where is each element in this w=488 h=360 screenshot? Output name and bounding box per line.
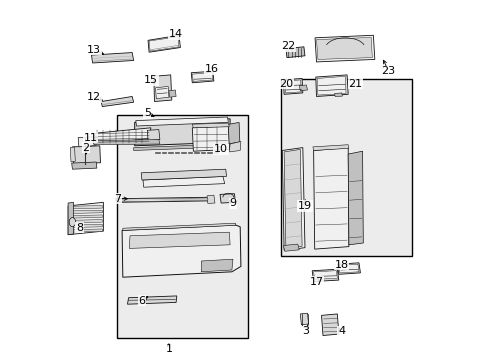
Polygon shape (338, 264, 358, 273)
Text: 4: 4 (337, 326, 345, 336)
Text: 15: 15 (143, 75, 158, 85)
Polygon shape (227, 122, 239, 144)
Text: 2: 2 (82, 143, 89, 153)
Polygon shape (283, 78, 302, 94)
Polygon shape (70, 147, 75, 162)
Polygon shape (134, 119, 230, 146)
Polygon shape (68, 202, 103, 235)
Polygon shape (147, 130, 160, 140)
Text: 20: 20 (278, 78, 292, 89)
Text: 14: 14 (169, 29, 183, 39)
Polygon shape (141, 169, 226, 180)
Text: 6: 6 (138, 296, 145, 306)
Polygon shape (300, 313, 308, 325)
Text: 5: 5 (143, 108, 150, 118)
Text: 13: 13 (87, 45, 101, 55)
Polygon shape (136, 117, 228, 126)
Text: 21: 21 (347, 78, 362, 89)
Text: 7: 7 (114, 194, 121, 204)
Polygon shape (314, 35, 374, 62)
Polygon shape (69, 206, 102, 209)
Polygon shape (155, 86, 168, 99)
Polygon shape (315, 75, 347, 96)
Polygon shape (69, 229, 102, 232)
Text: 11: 11 (83, 132, 97, 143)
Polygon shape (93, 140, 160, 145)
Polygon shape (283, 244, 299, 251)
Text: 12: 12 (87, 92, 101, 102)
Text: 10: 10 (214, 144, 227, 154)
Polygon shape (153, 75, 171, 102)
Polygon shape (101, 96, 133, 107)
Polygon shape (311, 269, 338, 282)
Polygon shape (68, 202, 73, 235)
Text: 9: 9 (229, 198, 236, 208)
Text: 3: 3 (302, 326, 308, 336)
Polygon shape (191, 71, 213, 83)
Text: 23: 23 (381, 66, 395, 76)
Polygon shape (69, 224, 102, 228)
Polygon shape (192, 123, 229, 128)
Ellipse shape (69, 217, 76, 227)
Text: 16: 16 (204, 64, 218, 74)
Polygon shape (78, 137, 96, 147)
Polygon shape (285, 47, 305, 58)
Polygon shape (69, 210, 102, 213)
Polygon shape (284, 149, 302, 248)
Polygon shape (192, 73, 212, 81)
Polygon shape (91, 53, 133, 63)
Polygon shape (334, 93, 342, 96)
Polygon shape (284, 80, 301, 93)
Polygon shape (72, 162, 97, 169)
Polygon shape (220, 194, 235, 203)
Polygon shape (117, 198, 209, 202)
Bar (280, 79, 411, 256)
Text: 18: 18 (334, 260, 348, 270)
Text: 17: 17 (309, 276, 323, 287)
Polygon shape (94, 128, 151, 144)
Polygon shape (122, 223, 235, 230)
Polygon shape (317, 76, 346, 95)
Polygon shape (127, 296, 177, 304)
Polygon shape (142, 176, 224, 187)
Polygon shape (69, 215, 102, 218)
Polygon shape (148, 35, 180, 52)
Polygon shape (337, 263, 360, 274)
Polygon shape (313, 148, 348, 249)
Polygon shape (129, 232, 230, 248)
Polygon shape (201, 259, 232, 272)
Text: 19: 19 (297, 201, 311, 211)
Polygon shape (229, 141, 241, 152)
Polygon shape (192, 126, 229, 151)
Text: 8: 8 (76, 222, 83, 233)
Text: 22: 22 (281, 41, 295, 51)
Polygon shape (133, 144, 230, 150)
Polygon shape (321, 314, 338, 336)
Polygon shape (206, 195, 215, 203)
Polygon shape (69, 220, 102, 223)
Polygon shape (347, 151, 363, 245)
Text: 1: 1 (165, 344, 172, 354)
Polygon shape (149, 37, 179, 51)
Polygon shape (168, 90, 176, 97)
Polygon shape (312, 145, 348, 150)
Polygon shape (313, 271, 337, 279)
Polygon shape (316, 37, 371, 59)
Bar (117, 115, 247, 338)
Polygon shape (122, 225, 241, 277)
Polygon shape (282, 148, 305, 250)
Polygon shape (115, 197, 210, 202)
Polygon shape (299, 85, 307, 91)
Polygon shape (72, 146, 101, 164)
